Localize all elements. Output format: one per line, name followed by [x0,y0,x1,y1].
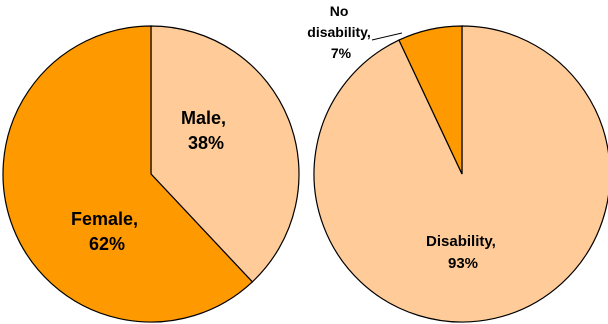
pie-slice-no-disability [398,25,463,175]
pie-slice-disability [313,25,608,323]
data-label-disability: Disability, 93% [426,233,500,272]
gender-pie-chart: Male, 38% Female, 62% [2,25,300,323]
data-label-no-disability: No disability, 7% [307,3,374,61]
no-disability-leader-line [371,32,403,41]
data-label-male: Male, 38% [181,108,231,153]
pie-slice-female [2,25,254,323]
pie-slice-male [150,25,300,283]
disability-pie-chart: Disability, 93% No disability, 7% [307,3,608,323]
data-label-female: Female, 62% [71,209,143,254]
